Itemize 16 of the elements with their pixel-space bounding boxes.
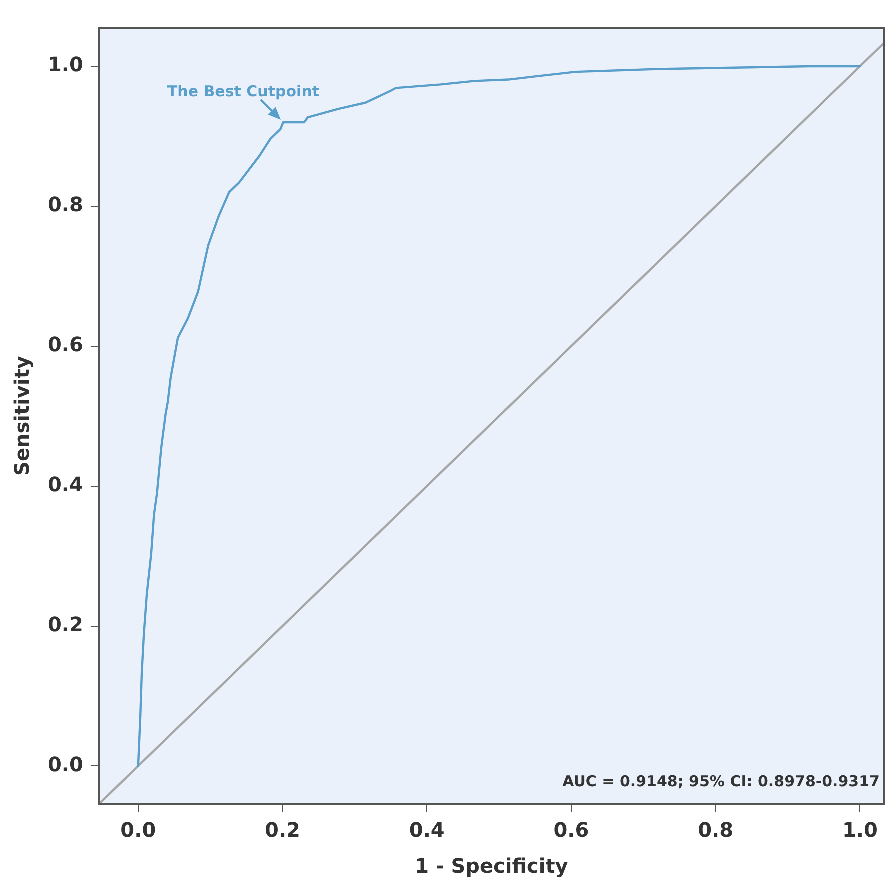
x-axis-title: 1 - Specificity <box>415 854 568 878</box>
annotation: AUC = 0.9148; 95% CI: 0.8978-0.9317 <box>562 772 880 790</box>
y-tick-label: 0.8 <box>48 192 84 217</box>
y-tick-label: 0.2 <box>48 612 84 636</box>
y-tick-label: 0.6 <box>48 332 84 357</box>
x-tick-label: 1.0 <box>842 818 878 842</box>
y-tick-label: 1.0 <box>48 52 84 77</box>
x-tick-label: 0.6 <box>554 818 590 842</box>
y-tick-label: 0.0 <box>48 752 84 776</box>
x-tick-label: 0.4 <box>409 818 445 842</box>
y-tick-label: 0.4 <box>48 472 84 497</box>
y-axis-title: Sensitivity <box>10 356 34 476</box>
x-tick-label: 0.8 <box>698 818 734 842</box>
x-tick-label: 0.2 <box>265 818 300 842</box>
annotation: The Best Cutpoint <box>167 82 320 100</box>
x-tick-label: 0.0 <box>120 818 156 842</box>
